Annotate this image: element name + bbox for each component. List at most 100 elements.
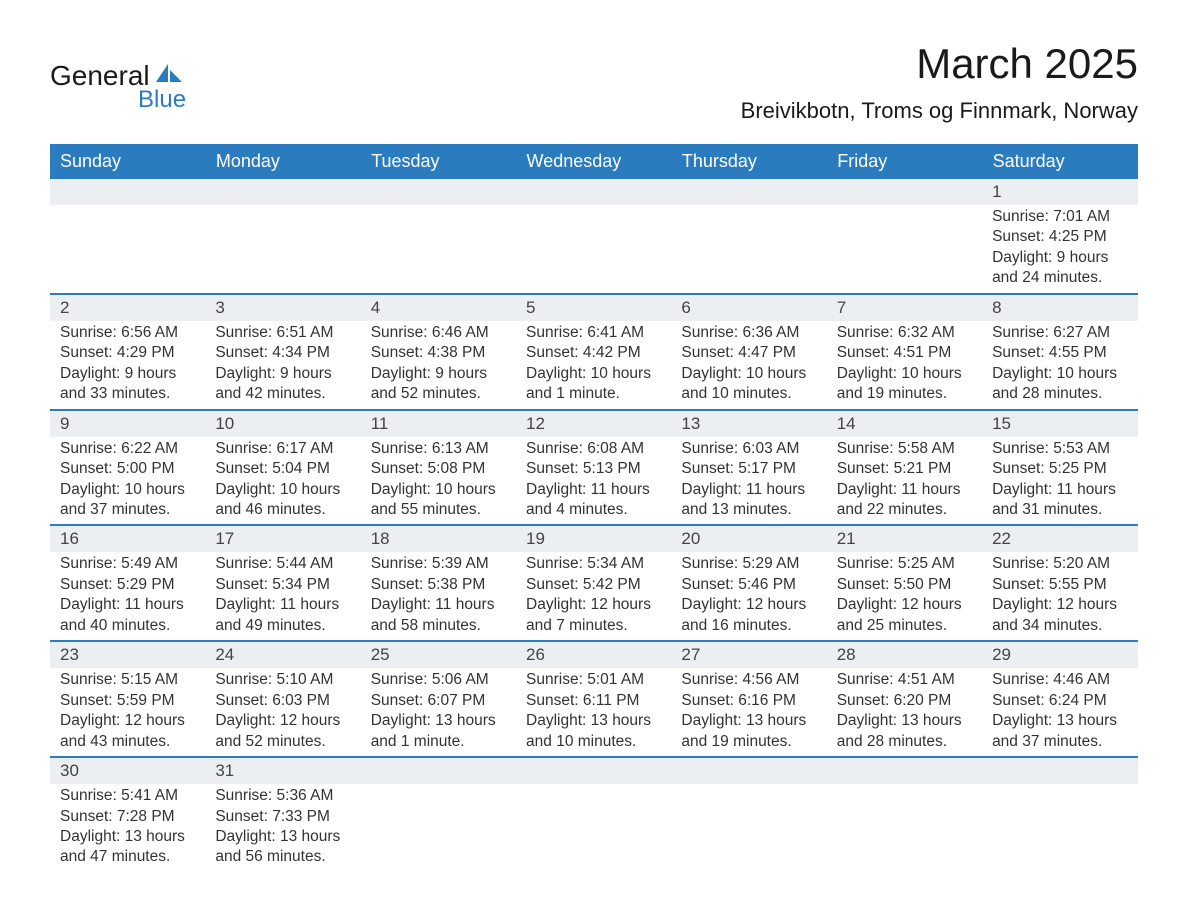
daylight-text: Daylight: 11 hours and 49 minutes. bbox=[215, 595, 350, 636]
daydata-cell: Sunrise: 4:46 AMSunset: 6:24 PMDaylight:… bbox=[982, 668, 1137, 757]
daydata-cell: Sunrise: 5:06 AMSunset: 6:07 PMDaylight:… bbox=[361, 668, 516, 757]
daynum-cell: 4 bbox=[361, 294, 516, 321]
daylight-text: Daylight: 12 hours and 34 minutes. bbox=[992, 595, 1127, 636]
daylight-text: Daylight: 11 hours and 40 minutes. bbox=[60, 595, 195, 636]
sunset-text: Sunset: 5:29 PM bbox=[60, 575, 195, 595]
sunset-text: Sunset: 6:20 PM bbox=[837, 691, 972, 711]
daynum-cell: 7 bbox=[827, 294, 982, 321]
daydata-cell bbox=[671, 784, 826, 872]
weekday-header: Friday bbox=[827, 144, 982, 179]
sunset-text: Sunset: 5:34 PM bbox=[215, 575, 350, 595]
daydata-cell: Sunrise: 6:56 AMSunset: 4:29 PMDaylight:… bbox=[50, 321, 205, 410]
daynum-cell: 1 bbox=[982, 179, 1137, 205]
daylight-text: Daylight: 12 hours and 52 minutes. bbox=[215, 711, 350, 752]
daydata-row: Sunrise: 6:22 AMSunset: 5:00 PMDaylight:… bbox=[50, 437, 1138, 526]
daylight-text: Daylight: 13 hours and 28 minutes. bbox=[837, 711, 972, 752]
sunrise-text: Sunrise: 6:03 AM bbox=[681, 439, 816, 459]
weekday-header: Sunday bbox=[50, 144, 205, 179]
month-title: March 2025 bbox=[741, 40, 1138, 88]
daylight-text: Daylight: 12 hours and 25 minutes. bbox=[837, 595, 972, 636]
daydata-cell: Sunrise: 6:32 AMSunset: 4:51 PMDaylight:… bbox=[827, 321, 982, 410]
weekday-header: Wednesday bbox=[516, 144, 671, 179]
daynum-cell bbox=[982, 757, 1137, 784]
daynum-cell bbox=[671, 179, 826, 205]
logo-text-general: General bbox=[50, 60, 150, 92]
daynum-cell: 9 bbox=[50, 410, 205, 437]
daynum-row: 16171819202122 bbox=[50, 525, 1138, 552]
sunrise-text: Sunrise: 6:46 AM bbox=[371, 323, 506, 343]
daydata-cell: Sunrise: 6:03 AMSunset: 5:17 PMDaylight:… bbox=[671, 437, 826, 526]
daylight-text: Daylight: 11 hours and 22 minutes. bbox=[837, 480, 972, 521]
daylight-text: Daylight: 12 hours and 7 minutes. bbox=[526, 595, 661, 636]
daylight-text: Daylight: 9 hours and 42 minutes. bbox=[215, 364, 350, 405]
daydata-cell: Sunrise: 5:39 AMSunset: 5:38 PMDaylight:… bbox=[361, 552, 516, 641]
sunrise-text: Sunrise: 5:01 AM bbox=[526, 670, 661, 690]
sunset-text: Sunset: 5:42 PM bbox=[526, 575, 661, 595]
daynum-cell: 5 bbox=[516, 294, 671, 321]
daydata-cell: Sunrise: 5:25 AMSunset: 5:50 PMDaylight:… bbox=[827, 552, 982, 641]
daydata-cell: Sunrise: 5:15 AMSunset: 5:59 PMDaylight:… bbox=[50, 668, 205, 757]
sunrise-text: Sunrise: 5:41 AM bbox=[60, 786, 195, 806]
daylight-text: Daylight: 11 hours and 4 minutes. bbox=[526, 480, 661, 521]
sunset-text: Sunset: 4:47 PM bbox=[681, 343, 816, 363]
daydata-cell: Sunrise: 5:41 AMSunset: 7:28 PMDaylight:… bbox=[50, 784, 205, 872]
daydata-cell bbox=[205, 205, 360, 294]
daydata-cell: Sunrise: 5:49 AMSunset: 5:29 PMDaylight:… bbox=[50, 552, 205, 641]
logo-text-blue: Blue bbox=[138, 86, 186, 114]
sunset-text: Sunset: 5:59 PM bbox=[60, 691, 195, 711]
daydata-cell: Sunrise: 5:53 AMSunset: 5:25 PMDaylight:… bbox=[982, 437, 1137, 526]
sunrise-text: Sunrise: 6:36 AM bbox=[681, 323, 816, 343]
daydata-cell: Sunrise: 6:08 AMSunset: 5:13 PMDaylight:… bbox=[516, 437, 671, 526]
sunset-text: Sunset: 5:55 PM bbox=[992, 575, 1127, 595]
daydata-row: Sunrise: 7:01 AMSunset: 4:25 PMDaylight:… bbox=[50, 205, 1138, 294]
sunrise-text: Sunrise: 5:53 AM bbox=[992, 439, 1127, 459]
daynum-cell: 6 bbox=[671, 294, 826, 321]
daylight-text: Daylight: 10 hours and 1 minute. bbox=[526, 364, 661, 405]
daydata-cell: Sunrise: 5:58 AMSunset: 5:21 PMDaylight:… bbox=[827, 437, 982, 526]
daynum-cell: 28 bbox=[827, 641, 982, 668]
daydata-cell bbox=[516, 784, 671, 872]
sunrise-text: Sunrise: 5:15 AM bbox=[60, 670, 195, 690]
sunrise-text: Sunrise: 6:56 AM bbox=[60, 323, 195, 343]
daynum-cell: 13 bbox=[671, 410, 826, 437]
daynum-cell: 16 bbox=[50, 525, 205, 552]
sunrise-text: Sunrise: 5:29 AM bbox=[681, 554, 816, 574]
daylight-text: Daylight: 10 hours and 55 minutes. bbox=[371, 480, 506, 521]
daylight-text: Daylight: 13 hours and 10 minutes. bbox=[526, 711, 661, 752]
daydata-cell: Sunrise: 6:17 AMSunset: 5:04 PMDaylight:… bbox=[205, 437, 360, 526]
daylight-text: Daylight: 13 hours and 19 minutes. bbox=[681, 711, 816, 752]
page-header: General Blue March 2025 Breivikbotn, Tro… bbox=[50, 40, 1138, 124]
daylight-text: Daylight: 13 hours and 56 minutes. bbox=[215, 827, 350, 868]
sunset-text: Sunset: 5:46 PM bbox=[681, 575, 816, 595]
sunrise-text: Sunrise: 4:46 AM bbox=[992, 670, 1127, 690]
sunrise-text: Sunrise: 5:49 AM bbox=[60, 554, 195, 574]
sunrise-text: Sunrise: 4:51 AM bbox=[837, 670, 972, 690]
daydata-cell: Sunrise: 5:20 AMSunset: 5:55 PMDaylight:… bbox=[982, 552, 1137, 641]
daydata-cell bbox=[982, 784, 1137, 872]
daydata-cell: Sunrise: 5:01 AMSunset: 6:11 PMDaylight:… bbox=[516, 668, 671, 757]
daynum-cell: 18 bbox=[361, 525, 516, 552]
daynum-cell: 25 bbox=[361, 641, 516, 668]
daylight-text: Daylight: 13 hours and 1 minute. bbox=[371, 711, 506, 752]
daynum-cell: 31 bbox=[205, 757, 360, 784]
weekday-header: Saturday bbox=[982, 144, 1137, 179]
sunrise-text: Sunrise: 5:58 AM bbox=[837, 439, 972, 459]
daydata-cell bbox=[361, 784, 516, 872]
daynum-cell: 8 bbox=[982, 294, 1137, 321]
daydata-cell bbox=[361, 205, 516, 294]
weekday-header: Tuesday bbox=[361, 144, 516, 179]
daynum-cell: 12 bbox=[516, 410, 671, 437]
sunset-text: Sunset: 4:29 PM bbox=[60, 343, 195, 363]
daydata-cell bbox=[50, 205, 205, 294]
daynum-cell: 29 bbox=[982, 641, 1137, 668]
daynum-cell: 3 bbox=[205, 294, 360, 321]
sunset-text: Sunset: 6:24 PM bbox=[992, 691, 1127, 711]
daynum-cell: 21 bbox=[827, 525, 982, 552]
daynum-cell bbox=[50, 179, 205, 205]
weekday-header-row: SundayMondayTuesdayWednesdayThursdayFrid… bbox=[50, 144, 1138, 179]
sunset-text: Sunset: 4:34 PM bbox=[215, 343, 350, 363]
daydata-cell: Sunrise: 5:36 AMSunset: 7:33 PMDaylight:… bbox=[205, 784, 360, 872]
daydata-cell: Sunrise: 5:34 AMSunset: 5:42 PMDaylight:… bbox=[516, 552, 671, 641]
title-block: March 2025 Breivikbotn, Troms og Finnmar… bbox=[741, 40, 1138, 124]
calendar-table: SundayMondayTuesdayWednesdayThursdayFrid… bbox=[50, 144, 1138, 872]
